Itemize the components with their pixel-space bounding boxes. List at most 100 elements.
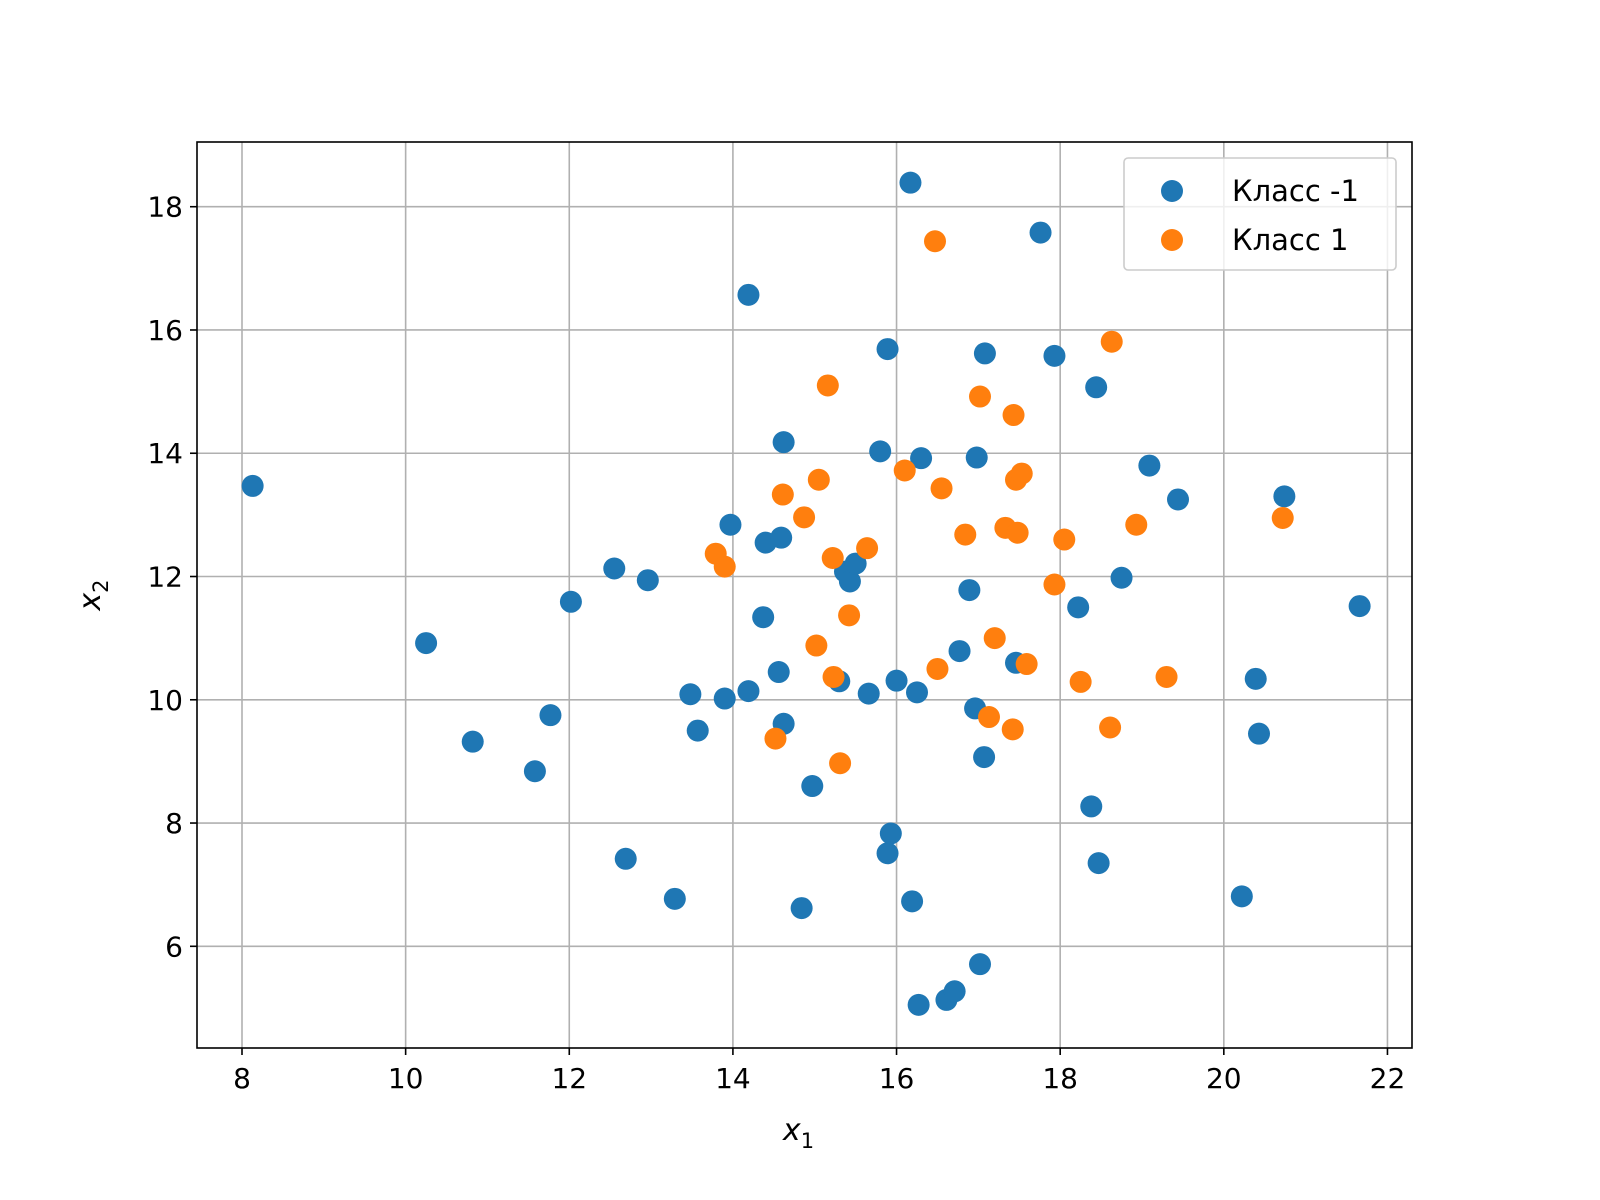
point-class-minus-1 (614, 847, 637, 870)
grid (197, 142, 1412, 1048)
point-class-minus-1 (899, 171, 922, 194)
point-class-1 (978, 706, 1000, 729)
point-class-1 (930, 477, 953, 500)
y-tick-label: 6 (165, 930, 183, 963)
point-class-minus-1 (770, 526, 793, 549)
y-tick-label: 14 (147, 437, 183, 470)
point-class-1 (805, 634, 828, 657)
point-class-minus-1 (801, 775, 824, 798)
point-class-minus-1 (713, 687, 736, 710)
legend-marker-class-1 (1161, 229, 1183, 251)
point-class-minus-1 (1080, 795, 1103, 818)
point-class-1 (1043, 573, 1066, 596)
point-class-minus-1 (901, 890, 924, 913)
point-class-1 (1125, 513, 1148, 536)
point-class-1 (1099, 716, 1122, 739)
point-class-1 (1069, 670, 1092, 693)
x-tick-label: 14 (715, 1062, 751, 1095)
x-tick-label: 20 (1206, 1062, 1242, 1095)
point-class-minus-1 (1043, 344, 1066, 367)
point-class-minus-1 (679, 683, 702, 706)
point-class-minus-1 (869, 440, 892, 463)
point-class-minus-1 (603, 557, 626, 580)
point-class-1 (838, 604, 861, 627)
x-tick-label: 10 (388, 1062, 424, 1095)
point-class-1 (1100, 330, 1123, 353)
axis-ticks: 8 10 12 14 16 18 20 22 6 8 10 12 14 16 18 (147, 191, 1405, 1095)
point-class-1 (713, 555, 736, 578)
point-class-minus-1 (767, 661, 790, 684)
point-class-minus-1 (1230, 885, 1253, 908)
legend-marker-class-minus-1 (1161, 180, 1183, 202)
point-class-1 (821, 547, 844, 570)
point-class-1 (771, 483, 794, 506)
point-class-1 (924, 230, 946, 253)
plot-area-frame (196, 141, 1413, 1049)
point-class-1 (1053, 528, 1076, 551)
point-class-minus-1 (752, 606, 775, 629)
point-class-minus-1 (772, 431, 795, 454)
point-class-minus-1 (686, 719, 709, 742)
point-class-minus-1 (636, 569, 659, 592)
x-axis-label-main: x (782, 1113, 801, 1148)
x-tick-label: 16 (879, 1062, 915, 1095)
y-axis-label: x2 (73, 579, 113, 611)
point-class-minus-1 (958, 579, 981, 602)
point-class-1 (954, 523, 977, 546)
point-class-1 (926, 657, 949, 680)
point-class-minus-1 (241, 474, 264, 497)
point-class-minus-1 (876, 842, 899, 865)
point-class-1 (822, 665, 845, 688)
point-class-minus-1 (1110, 566, 1133, 589)
point-class-minus-1 (910, 447, 933, 470)
point-class-1 (807, 468, 830, 491)
point-class-minus-1 (1087, 852, 1110, 875)
point-class-minus-1 (1248, 722, 1270, 745)
point-class-1 (856, 537, 879, 560)
point-class-minus-1 (943, 980, 966, 1003)
legend-label-class-1: Класс 1 (1232, 223, 1348, 257)
point-class-minus-1 (461, 730, 484, 753)
point-class-minus-1 (559, 590, 582, 613)
x-tick-label: 12 (551, 1062, 587, 1095)
point-class-minus-1 (719, 513, 742, 536)
y-tick-label: 10 (147, 684, 183, 717)
y-tick-label: 16 (147, 314, 183, 347)
point-class-minus-1 (885, 669, 908, 692)
point-class-minus-1 (1067, 596, 1090, 619)
point-class-1 (829, 752, 852, 775)
point-class-1 (983, 627, 1006, 650)
point-class-1 (793, 506, 816, 529)
legend-label-class-minus-1: Класс -1 (1232, 174, 1359, 208)
point-class-minus-1 (838, 570, 861, 593)
point-class-minus-1 (907, 993, 930, 1016)
legend: Класс -1 Класс 1 (1123, 157, 1397, 271)
point-class-minus-1 (876, 338, 899, 361)
data-points (241, 171, 1371, 1016)
point-class-minus-1 (879, 822, 902, 845)
point-class-1 (1002, 404, 1025, 427)
x-tick-label: 8 (233, 1062, 251, 1095)
point-class-minus-1 (969, 953, 991, 976)
point-class-minus-1 (1138, 454, 1161, 477)
point-class-1 (969, 385, 991, 408)
point-class-minus-1 (523, 760, 546, 783)
point-class-minus-1 (965, 446, 988, 469)
y-tick-label: 18 (147, 191, 183, 224)
point-class-1 (764, 727, 787, 750)
point-class-minus-1 (663, 887, 686, 910)
point-class-minus-1 (948, 640, 971, 663)
y-tick-label: 8 (165, 807, 183, 840)
point-class-1 (1006, 521, 1029, 544)
point-class-minus-1 (1348, 595, 1371, 618)
y-axis-label-main: x (73, 593, 108, 612)
point-class-minus-1 (790, 897, 813, 920)
point-class-minus-1 (1244, 667, 1267, 690)
x-axis-label-subscript: 1 (801, 1129, 814, 1153)
point-class-minus-1 (737, 680, 760, 703)
x-axis-label: x1 (782, 1113, 814, 1153)
point-class-1 (1001, 718, 1024, 741)
point-class-minus-1 (973, 746, 996, 769)
y-tick-label: 12 (147, 561, 183, 594)
